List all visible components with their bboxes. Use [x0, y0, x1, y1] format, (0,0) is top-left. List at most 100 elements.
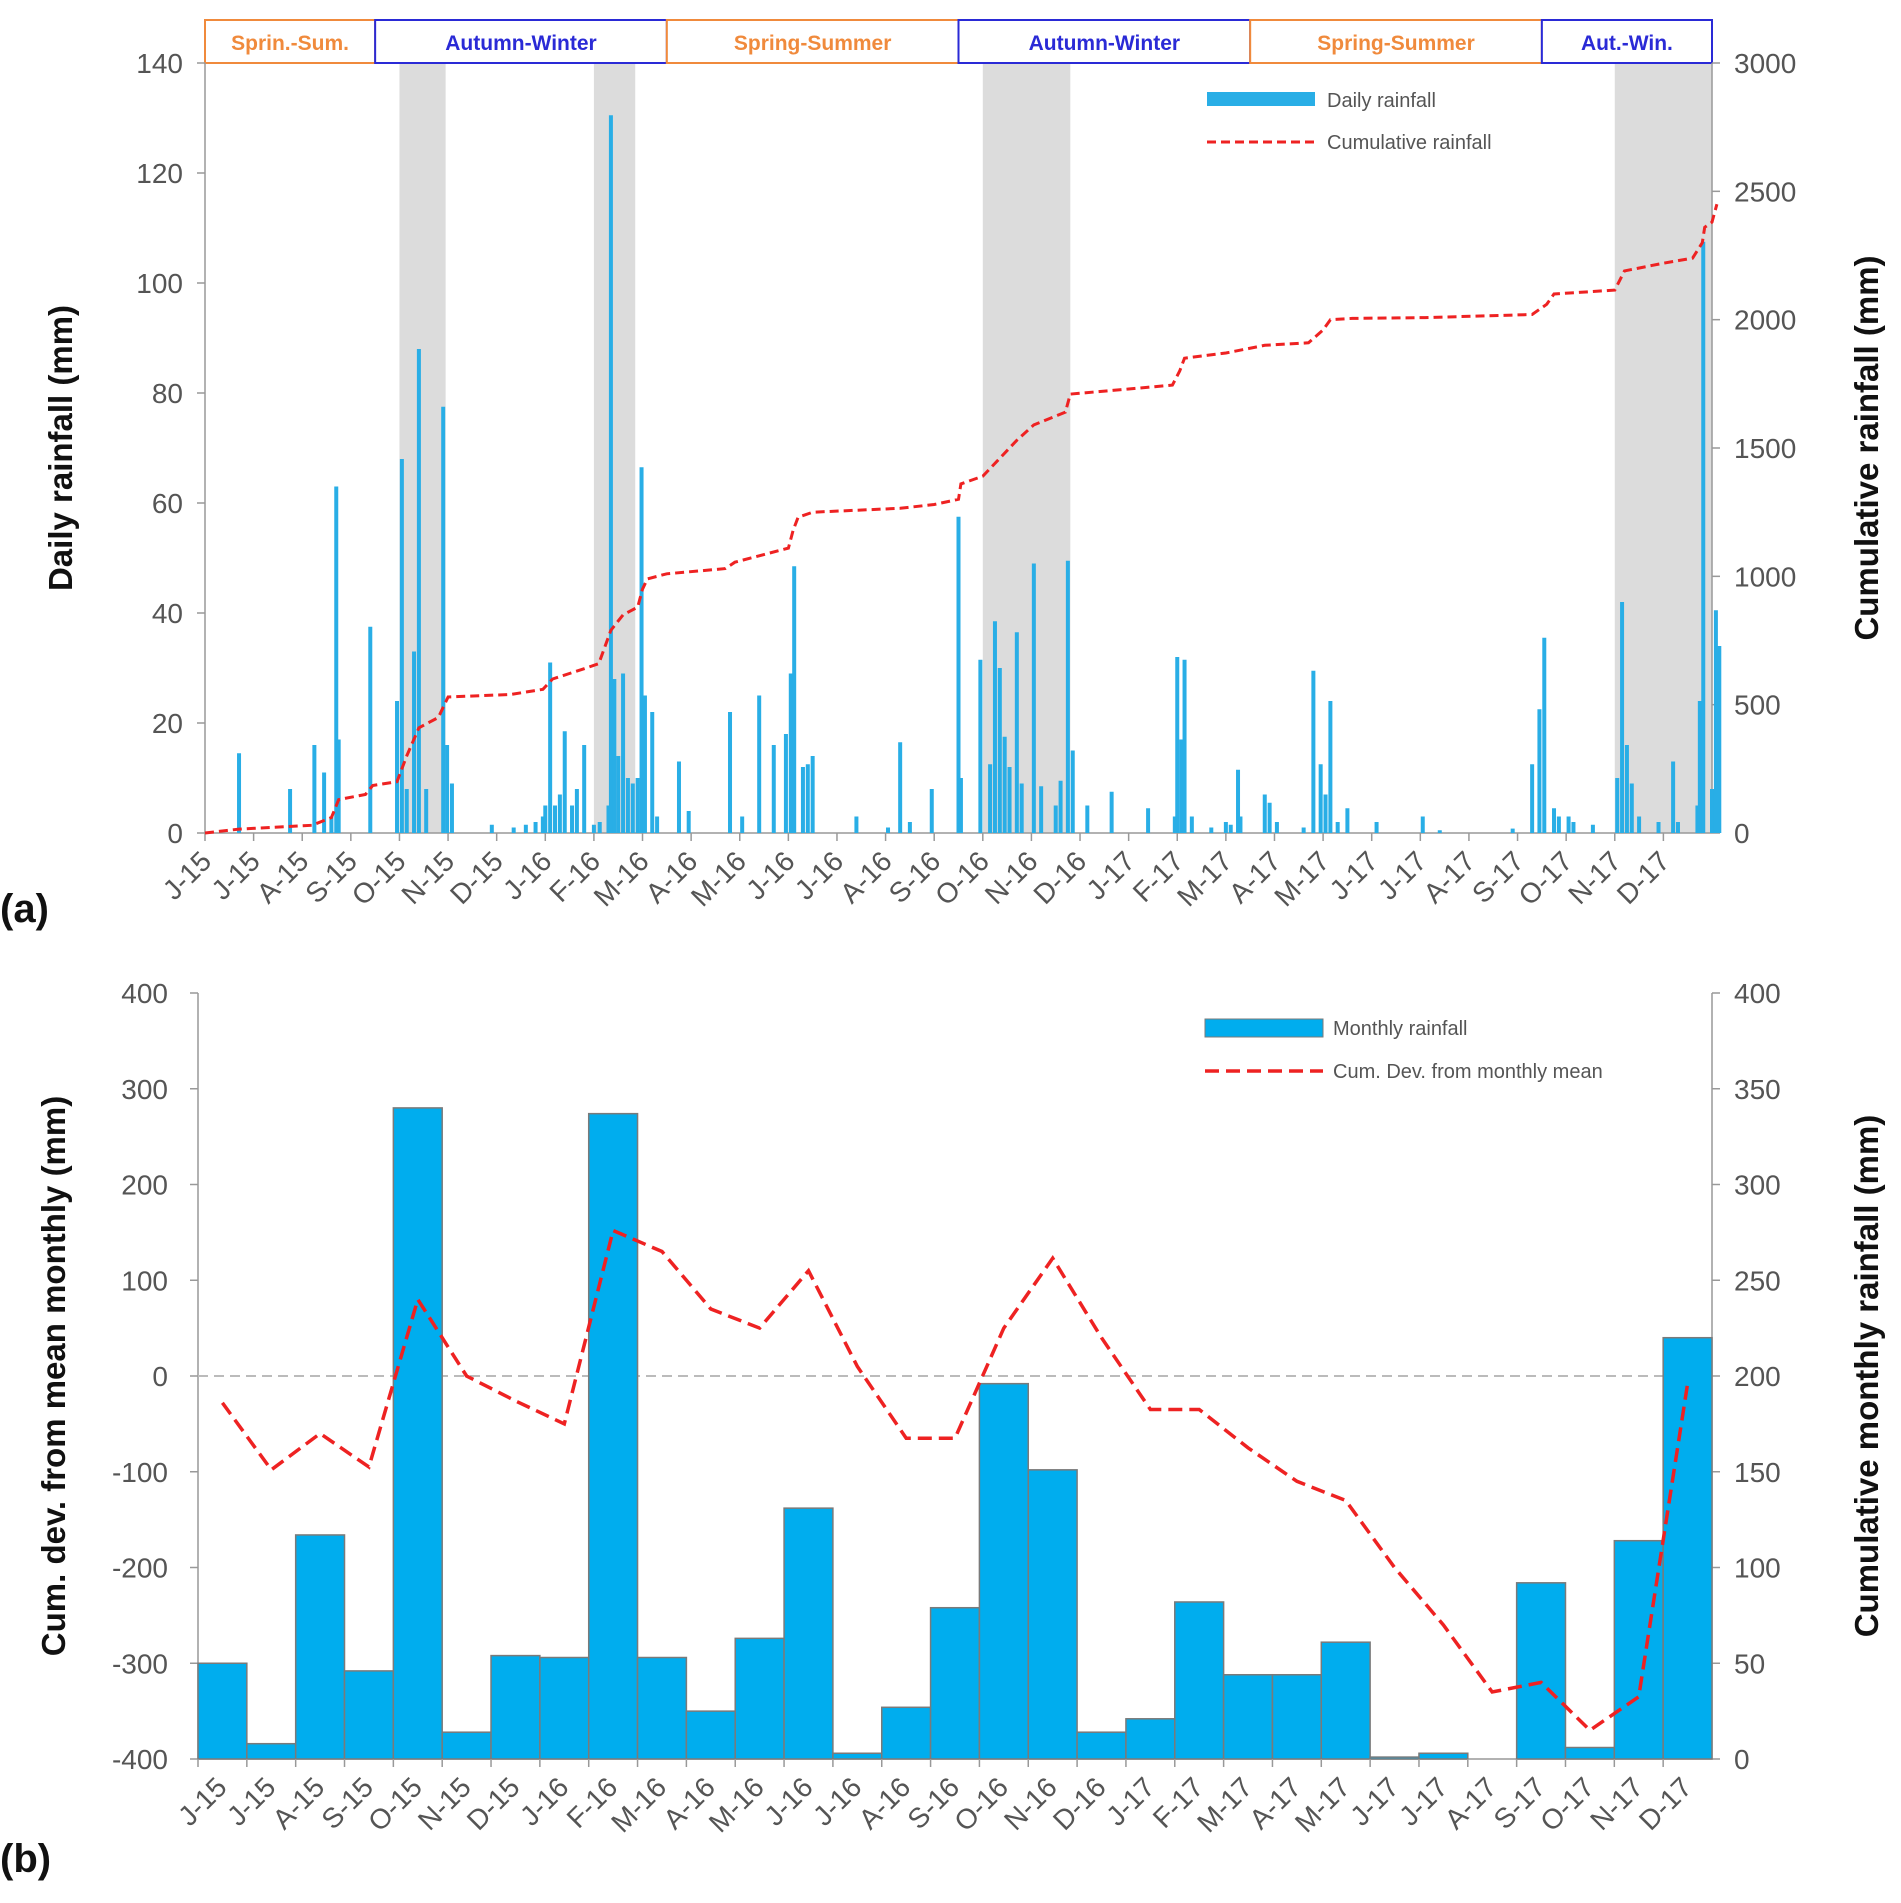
monthly-rainfall-bar-27 — [1515, 1582, 1567, 1760]
right-tick-label-4: 200 — [1734, 1361, 1781, 1392]
daily-rainfall-bar-86 — [1223, 822, 1228, 833]
cumulative-rainfall-line — [204, 203, 1719, 835]
left-tick-label-1: -300 — [112, 1648, 168, 1679]
x-tick-label-4: O-15 — [346, 845, 412, 911]
right-tick-label-5: 250 — [1734, 1265, 1781, 1296]
left-tick-label-5: 100 — [136, 268, 183, 299]
x-tick-label-2: A-15 — [267, 1771, 331, 1835]
x-tick-label-21: M-17 — [1191, 1771, 1258, 1838]
daily-rainfall-bar-34 — [612, 679, 617, 833]
x-tick-label-1: J-15 — [205, 845, 265, 905]
daily-rainfall-bar-48 — [757, 695, 762, 833]
daily-rainfall-bar-106 — [1542, 637, 1547, 833]
season-label-1: Autumn-Winter — [445, 32, 596, 55]
left-tick-label-4: 0 — [152, 1361, 168, 1392]
x-tick-label-14: A-16 — [853, 1771, 917, 1835]
x-tick-label-6: D-15 — [461, 1771, 526, 1836]
monthly-rainfall-bar-14 — [880, 1706, 932, 1760]
daily-rainfall-bar-121 — [1697, 701, 1702, 833]
daily-rainfall-bar-3 — [322, 772, 327, 833]
daily-rainfall-bar-104 — [1530, 764, 1535, 833]
daily-rainfall-bar-76 — [1070, 750, 1075, 833]
daily-rainfall-bar-73 — [1053, 805, 1058, 833]
left-tick-label-6: 200 — [121, 1170, 168, 1201]
x-tick-label-7: J-16 — [497, 845, 557, 905]
x-tick-label-26: A-17 — [1439, 1771, 1503, 1835]
season-label-3: Autumn-Winter — [1029, 32, 1180, 55]
daily-rainfall-bar-1 — [288, 789, 293, 833]
daily-rainfall-bar-107 — [1552, 808, 1557, 833]
daily-rainfall-bar-101 — [1420, 816, 1425, 833]
daily-rainfall-bar-17 — [489, 824, 494, 833]
daily-rainfall-bar-122 — [1701, 241, 1706, 833]
right-tick-label-2: 100 — [1734, 1553, 1781, 1584]
daily-rainfall-bar-2 — [312, 745, 317, 833]
right-tick-label-2: 1000 — [1734, 561, 1796, 592]
daily-rainfall-bar-83 — [1182, 659, 1187, 833]
daily-rainfall-bar-91 — [1267, 802, 1272, 833]
daily-rainfall-bar-46 — [728, 712, 733, 833]
daily-rainfall-bar-116 — [1637, 816, 1642, 833]
right-tick-label-1: 50 — [1734, 1648, 1765, 1679]
daily-rainfall-bar-105 — [1537, 709, 1542, 833]
daily-rainfall-bar-82 — [1179, 739, 1184, 833]
daily-rainfall-bar-60 — [929, 789, 934, 833]
x-tick-label-17: N-16 — [998, 1771, 1063, 1836]
monthly-rainfall-bar-4 — [392, 1107, 443, 1760]
daily-rainfall-bar-66 — [997, 668, 1002, 833]
season-label-4: Spring-Summer — [1317, 32, 1475, 55]
daily-rainfall-bar-9 — [399, 459, 404, 833]
x-tick-label-29: N-17 — [1562, 845, 1627, 910]
x-tick-label-13: J-16 — [807, 1771, 867, 1831]
x-tick-label-18: D-16 — [1047, 1771, 1112, 1836]
x-tick-label-3: S-15 — [315, 1771, 379, 1835]
x-tick-label-9: M-16 — [588, 845, 655, 912]
daily-rainfall-bar-117 — [1656, 822, 1661, 833]
right-tick-label-6: 300 — [1734, 1170, 1781, 1201]
x-tick-label-26: A-17 — [1417, 845, 1481, 909]
daily-rainfall-bar-21 — [540, 816, 545, 833]
daily-rainfall-bar-18 — [511, 827, 516, 833]
x-tick-label-17: N-16 — [979, 845, 1044, 910]
daily-rainfall-bar-7 — [368, 626, 373, 833]
x-tick-label-12: J-16 — [758, 1771, 818, 1831]
daily-rainfall-bar-62 — [958, 778, 963, 833]
x-tick-label-15: S-16 — [883, 845, 947, 909]
daily-rainfall-bar-25 — [557, 794, 562, 833]
x-tick-label-16: O-16 — [948, 1771, 1014, 1837]
monthly-rainfall-bar-10 — [685, 1710, 736, 1760]
x-tick-label-27: S-17 — [1488, 1771, 1552, 1835]
daily-rainfall-bar-15 — [445, 745, 450, 833]
left-tick-label-0: -400 — [112, 1744, 168, 1775]
right-tick-label-0: 0 — [1734, 1744, 1750, 1775]
daily-rainfall-bar-29 — [582, 745, 587, 833]
x-tick-label-24: J-17 — [1344, 1771, 1404, 1831]
season-box-5 — [1540, 19, 1714, 64]
x-tick-label-28: O-17 — [1512, 845, 1578, 911]
left-tick-label-6: 120 — [136, 158, 183, 189]
monthly-rainfall-bar-29 — [1613, 1539, 1664, 1760]
daily-rainfall-bar-57 — [886, 827, 891, 833]
daily-rainfall-bar-110 — [1571, 822, 1576, 833]
daily-rainfall-bar-32 — [606, 805, 611, 833]
monthly-rainfall-bar-22 — [1271, 1673, 1323, 1760]
left-tick-label-8: 400 — [121, 978, 168, 1009]
daily-rainfall-bar-37 — [625, 778, 630, 833]
daily-rainfall-bar-89 — [1238, 816, 1243, 833]
x-tick-label-11: M-16 — [685, 845, 752, 912]
x-tick-label-4: O-15 — [362, 1771, 428, 1837]
x-tick-label-14: A-16 — [834, 845, 898, 909]
daily-rainfall-bar-78 — [1109, 791, 1114, 833]
monthly-rainfall-bar-15 — [929, 1606, 981, 1760]
daily-rainfall-bar-12 — [416, 349, 421, 833]
daily-rainfall-bar-45 — [686, 811, 691, 833]
x-tick-label-0: J-15 — [172, 1771, 232, 1831]
x-tick-label-29: N-17 — [1584, 1771, 1649, 1836]
daily-rainfall-bar-40 — [639, 467, 644, 833]
daily-rainfall-bar-49 — [771, 745, 776, 833]
panel-b-monthly-rainfall-chart: -400 -300 -200 -100 0 100 200 300 400 0 50 100 150 20… — [0, 978, 1885, 1881]
y2-axis-title: Cumulative rainfall (mm) — [1848, 255, 1885, 640]
left-tick-label-2: -200 — [112, 1553, 168, 1584]
daily-rainfall-bar-59 — [907, 822, 912, 833]
